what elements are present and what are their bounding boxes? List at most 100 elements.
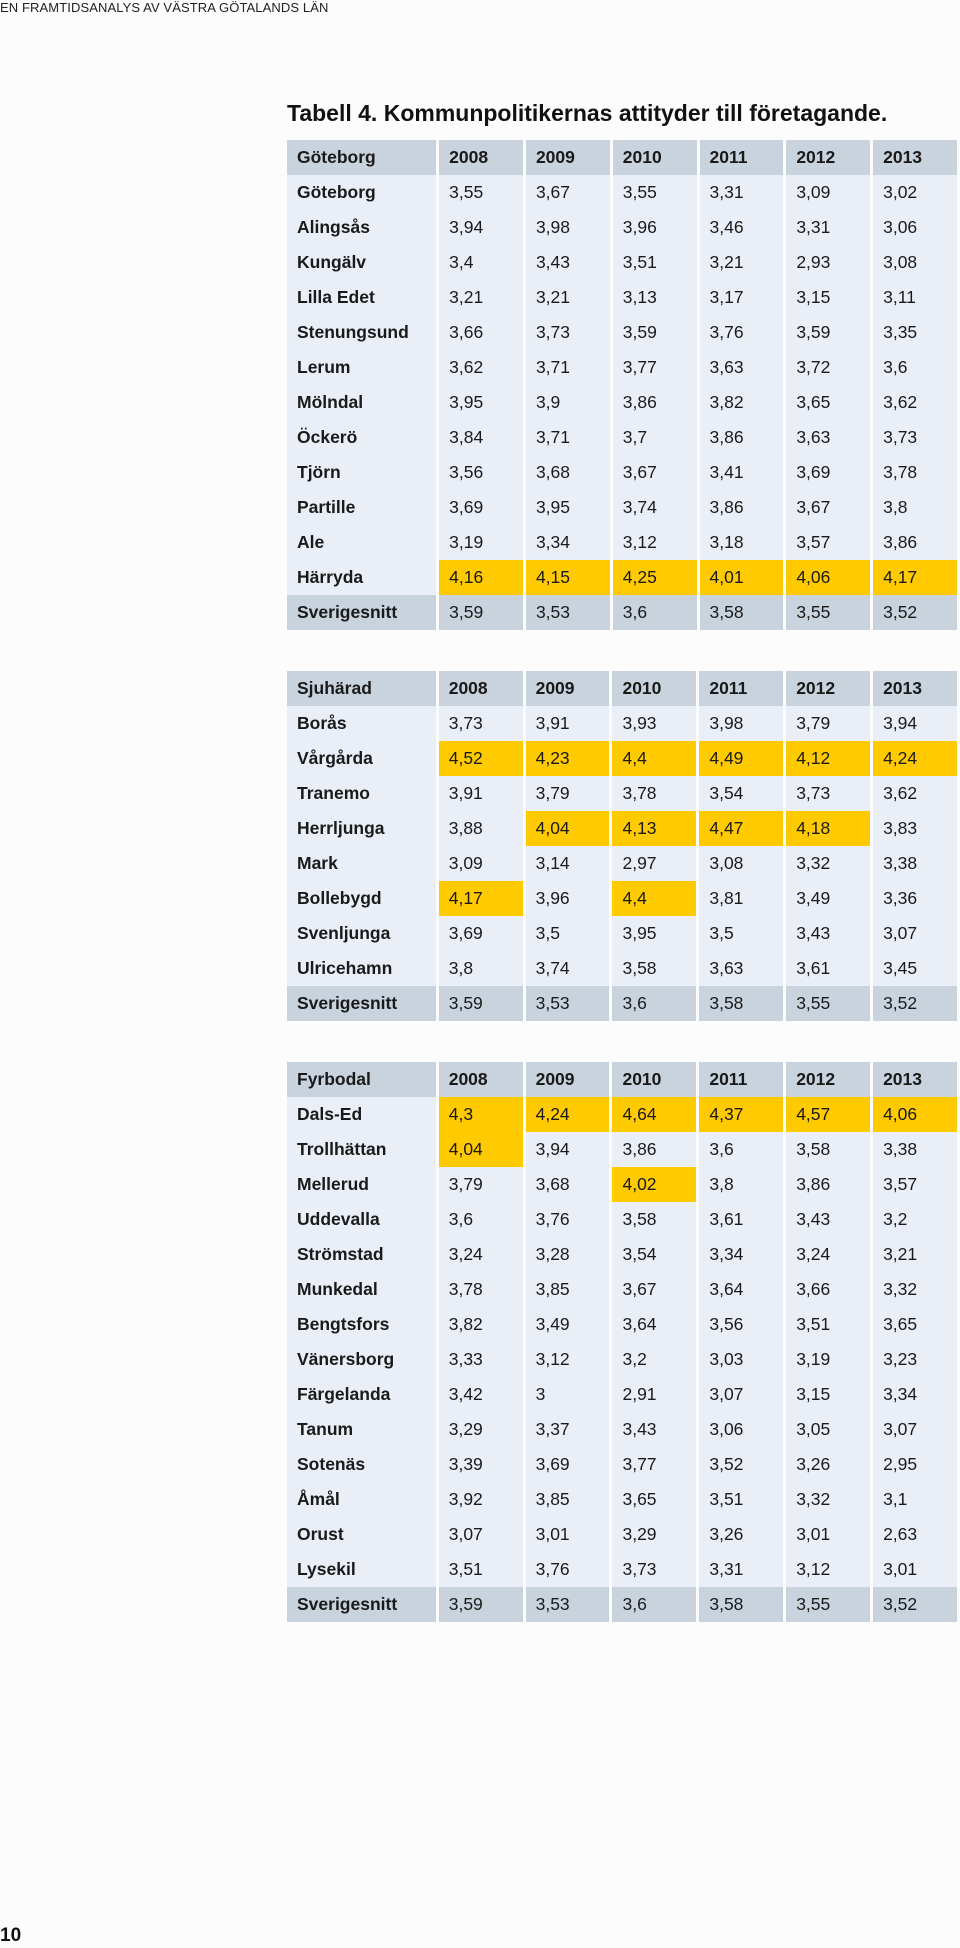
value-cell: 3,86: [699, 420, 784, 455]
highlighted-value-cell: 4,04: [525, 811, 610, 846]
highlighted-value-cell: 4,06: [873, 1097, 957, 1132]
value-cell: 3,6: [699, 1132, 784, 1167]
year-header: 2008: [438, 1062, 523, 1097]
value-cell: 3,93: [612, 706, 697, 741]
highlighted-value-cell: 4,15: [525, 560, 610, 595]
value-cell: 3,58: [786, 1132, 871, 1167]
year-header: 2013: [873, 671, 957, 706]
page-number: 10: [0, 1925, 22, 1946]
table-row: Tanum 3,29 3,37 3,43 3,06 3,05 3,07: [287, 1412, 957, 1447]
value-cell: 3,65: [612, 1482, 697, 1517]
municipality-name: Mellerud: [287, 1167, 436, 1202]
municipality-name: Tranemo: [287, 776, 436, 811]
value-cell: 3,15: [786, 1377, 871, 1412]
value-cell: 3,07: [699, 1377, 784, 1412]
national-average-label: Sverigesnitt: [287, 1587, 436, 1622]
value-cell: 3,5: [525, 916, 610, 951]
value-cell: 3,09: [786, 175, 871, 210]
value-cell: 3,86: [612, 1132, 697, 1167]
value-cell: 3,6: [612, 986, 697, 1021]
value-cell: 3,95: [439, 385, 523, 420]
value-cell: 3,55: [439, 175, 523, 210]
value-cell: 3,34: [699, 1237, 784, 1272]
value-cell: 3,18: [699, 525, 784, 560]
value-cell: 3,83: [873, 811, 957, 846]
value-cell: 3,09: [438, 846, 523, 881]
value-cell: 3,06: [873, 210, 957, 245]
value-cell: 3,2: [612, 1342, 697, 1377]
municipality-name: Uddevalla: [287, 1202, 436, 1237]
highlighted-value-cell: 4,04: [438, 1132, 523, 1167]
municipality-name: Munkedal: [287, 1272, 436, 1307]
value-cell: 3,31: [699, 1552, 784, 1587]
value-cell: 3,67: [786, 490, 871, 525]
highlighted-value-cell: 4,02: [612, 1167, 697, 1202]
value-cell: 3,39: [438, 1447, 523, 1482]
value-cell: 3,43: [525, 245, 610, 280]
value-cell: 3,24: [786, 1237, 871, 1272]
national-average-row: Sverigesnitt 3,59 3,53 3,6 3,58 3,55 3,52: [287, 1587, 957, 1622]
value-cell: 3,49: [525, 1307, 610, 1342]
table-row: Lilla Edet 3,21 3,21 3,13 3,17 3,15 3,11: [287, 280, 957, 315]
municipality-name: Ale: [287, 525, 437, 560]
highlighted-value-cell: 4,23: [525, 741, 610, 776]
value-cell: 3,37: [525, 1412, 610, 1447]
value-cell: 3,9: [525, 385, 610, 420]
value-cell: 3,52: [873, 595, 957, 630]
value-cell: 3,79: [525, 776, 610, 811]
region-header: Sjuhärad: [287, 671, 436, 706]
value-cell: 3,86: [699, 490, 784, 525]
value-cell: 3,43: [612, 1412, 697, 1447]
highlighted-value-cell: 4,37: [699, 1097, 784, 1132]
table-row: Munkedal 3,78 3,85 3,67 3,64 3,66 3,32: [287, 1272, 957, 1307]
value-cell: 3,51: [612, 245, 697, 280]
value-cell: 3,61: [699, 1202, 784, 1237]
value-cell: 3,53: [525, 986, 610, 1021]
value-cell: 3,01: [525, 1517, 610, 1552]
value-cell: 3,63: [699, 951, 784, 986]
year-header: 2013: [873, 140, 957, 175]
national-average-label: Sverigesnitt: [287, 595, 437, 630]
value-cell: 3,26: [699, 1517, 784, 1552]
value-cell: 3,69: [438, 916, 523, 951]
value-cell: 3,08: [873, 245, 957, 280]
value-cell: 3,43: [786, 1202, 871, 1237]
value-cell: 3,77: [612, 1447, 697, 1482]
value-cell: 3,07: [873, 916, 957, 951]
value-cell: 3,82: [699, 385, 784, 420]
value-cell: 3,34: [873, 1377, 957, 1412]
value-cell: 3,29: [438, 1412, 523, 1447]
value-cell: 3,67: [612, 455, 697, 490]
highlighted-value-cell: 4,24: [873, 741, 957, 776]
table-row: Lerum 3,62 3,71 3,77 3,63 3,72 3,6: [287, 350, 957, 385]
value-cell: 3,31: [699, 175, 784, 210]
municipality-name: Svenljunga: [287, 916, 436, 951]
value-cell: 3,91: [525, 706, 610, 741]
value-cell: 3,12: [612, 525, 697, 560]
value-cell: 3,58: [612, 1202, 697, 1237]
value-cell: 3,52: [873, 986, 957, 1021]
highlighted-value-cell: 4,12: [786, 741, 871, 776]
value-cell: 3,66: [439, 315, 523, 350]
value-cell: 3,32: [786, 1482, 871, 1517]
highlighted-value-cell: 4,01: [699, 560, 784, 595]
value-cell: 3,86: [786, 1167, 871, 1202]
value-cell: 3,41: [699, 455, 784, 490]
table-row: Dals-Ed 4,3 4,24 4,64 4,37 4,57 4,06: [287, 1097, 957, 1132]
table-row: Strömstad 3,24 3,28 3,54 3,34 3,24 3,21: [287, 1237, 957, 1272]
municipality-name: Tjörn: [287, 455, 437, 490]
value-cell: 3,54: [699, 776, 784, 811]
value-cell: 3,73: [873, 420, 957, 455]
municipality-name: Tanum: [287, 1412, 436, 1447]
municipality-name: Orust: [287, 1517, 436, 1552]
value-cell: 3,58: [612, 951, 697, 986]
region-table-goteborg: Göteborg 2008 2009 2010 2011 2012 2013 Göteborg…: [284, 140, 960, 630]
value-cell: 3,98: [699, 706, 784, 741]
table-row: Partille 3,69 3,95 3,74 3,86 3,67 3,8: [287, 490, 957, 525]
value-cell: 3,69: [525, 1447, 610, 1482]
value-cell: 3,13: [612, 280, 697, 315]
value-cell: 2,97: [612, 846, 697, 881]
value-cell: 3,35: [873, 315, 957, 350]
value-cell: 3,52: [873, 1587, 957, 1622]
highlighted-value-cell: 4,25: [612, 560, 697, 595]
